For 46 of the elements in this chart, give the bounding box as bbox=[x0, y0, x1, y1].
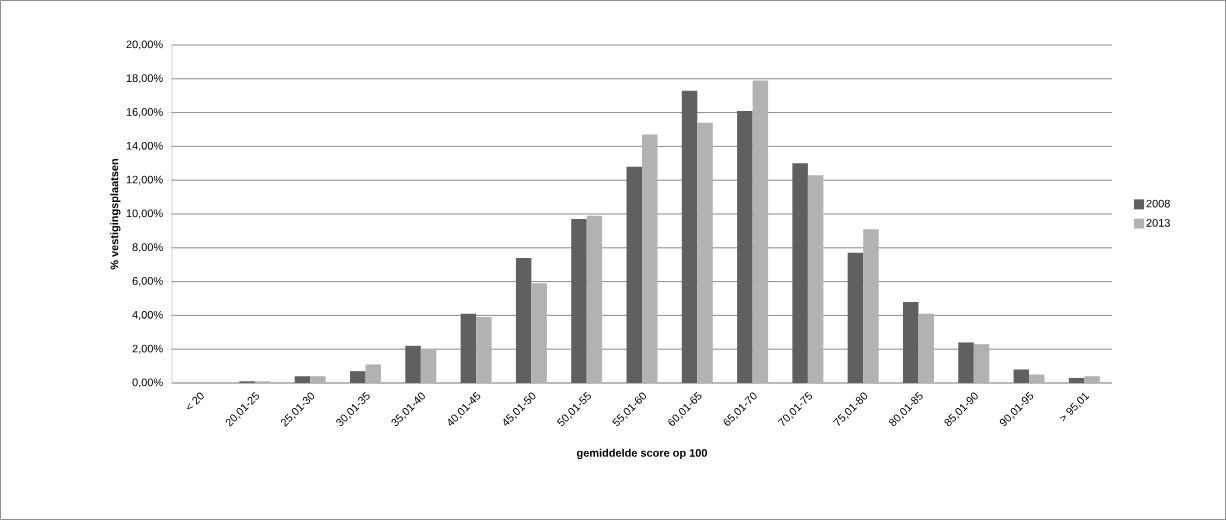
bar bbox=[1068, 377, 1085, 383]
bar bbox=[420, 349, 437, 383]
y-tick-label: 16,00% bbox=[126, 108, 163, 118]
bar bbox=[1013, 369, 1030, 383]
y-tick-label: 0,00% bbox=[132, 378, 163, 388]
bar bbox=[476, 317, 492, 383]
bar bbox=[642, 134, 658, 383]
bar bbox=[626, 166, 642, 383]
bar bbox=[515, 257, 532, 383]
x-axis-title: gemiddelde score op 100 bbox=[576, 448, 708, 460]
bar bbox=[958, 342, 974, 383]
bar bbox=[365, 364, 382, 383]
y-tick-label: 4,00% bbox=[132, 310, 163, 320]
bar bbox=[918, 313, 934, 383]
bar bbox=[681, 90, 698, 383]
bar bbox=[752, 80, 769, 383]
bar bbox=[973, 344, 990, 383]
bar bbox=[792, 163, 808, 383]
bar bbox=[586, 215, 603, 383]
y-tick-label: 8,00% bbox=[132, 243, 163, 253]
bar bbox=[1084, 376, 1100, 383]
bar bbox=[571, 219, 587, 383]
y-tick-label: 2,00% bbox=[132, 344, 163, 354]
bar bbox=[1029, 374, 1045, 383]
x-tick-label: < 20 bbox=[187, 392, 204, 410]
bar bbox=[310, 376, 326, 383]
bar bbox=[807, 175, 824, 383]
bar bbox=[737, 110, 753, 383]
bar bbox=[847, 252, 864, 383]
y-tick-label: 6,00% bbox=[132, 277, 163, 287]
y-tick-label: 18,00% bbox=[126, 74, 163, 84]
y-tick-label: 20,00% bbox=[126, 40, 163, 50]
bar bbox=[405, 345, 421, 383]
y-tick-label: 12,00% bbox=[126, 175, 163, 185]
bar bbox=[350, 371, 366, 383]
y-tick-label: 14,00% bbox=[126, 141, 163, 151]
bar bbox=[460, 313, 477, 383]
bar bbox=[531, 283, 547, 383]
y-tick-label: 10,00% bbox=[126, 209, 163, 219]
bar bbox=[294, 376, 311, 383]
bar bbox=[863, 229, 879, 383]
bar bbox=[902, 301, 919, 383]
bar bbox=[697, 122, 713, 383]
legend-label: 2008 bbox=[1146, 199, 1170, 208]
y-axis-title: % vestigingsplaatsen bbox=[110, 158, 121, 270]
legend-label: 2013 bbox=[1146, 219, 1170, 227]
